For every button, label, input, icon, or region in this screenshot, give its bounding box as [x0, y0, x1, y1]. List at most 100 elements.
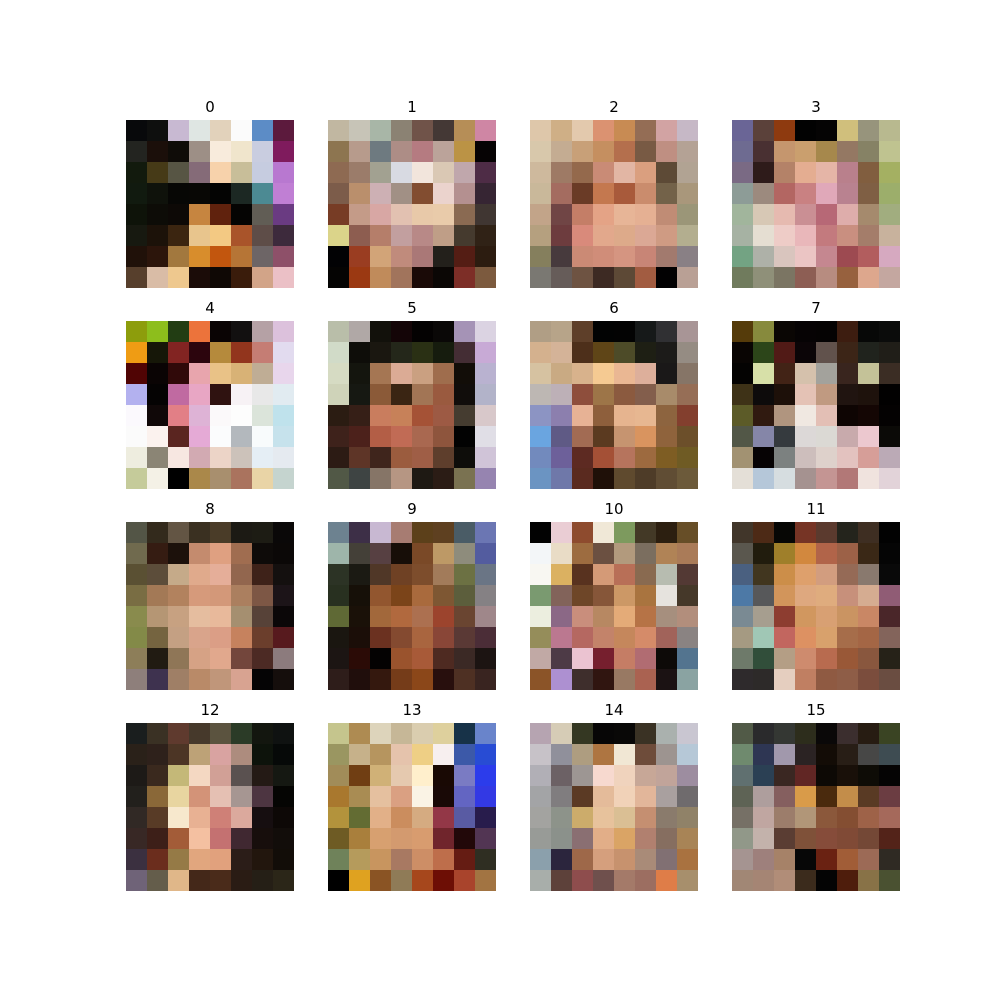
pixel — [530, 204, 551, 225]
pixel — [328, 321, 349, 342]
pixel — [593, 585, 614, 606]
pixel — [635, 447, 656, 468]
pixel — [753, 468, 774, 489]
pixel — [732, 648, 753, 669]
pixel — [816, 162, 837, 183]
pixel — [433, 606, 454, 627]
pixel — [475, 246, 496, 267]
pixel — [635, 321, 656, 342]
pixel — [328, 363, 349, 384]
pixel — [551, 321, 572, 342]
pixel — [391, 363, 412, 384]
pixel — [677, 849, 698, 870]
pixel — [816, 723, 837, 744]
pixel — [273, 363, 294, 384]
pixel — [273, 723, 294, 744]
pixel — [349, 426, 370, 447]
pixel — [231, 363, 252, 384]
pixel — [677, 426, 698, 447]
pixel — [210, 363, 231, 384]
pixel — [753, 384, 774, 405]
pixel — [572, 183, 593, 204]
pixel — [858, 522, 879, 543]
pixel — [126, 648, 147, 669]
pixel — [753, 765, 774, 786]
pixel — [349, 225, 370, 246]
pixel — [454, 606, 475, 627]
pixel — [795, 828, 816, 849]
pixel — [349, 342, 370, 363]
pixel — [572, 723, 593, 744]
pixel — [126, 564, 147, 585]
pixel — [433, 162, 454, 183]
pixel — [774, 363, 795, 384]
pixel — [753, 342, 774, 363]
pixel — [210, 447, 231, 468]
pixel — [349, 669, 370, 690]
pixel — [433, 627, 454, 648]
pixel — [530, 849, 551, 870]
pixel — [816, 765, 837, 786]
pixel — [147, 342, 168, 363]
pixel — [795, 447, 816, 468]
pixel — [126, 543, 147, 564]
pixel — [593, 828, 614, 849]
pixel — [370, 120, 391, 141]
pixel — [433, 267, 454, 288]
pixel — [370, 204, 391, 225]
pixel — [454, 204, 475, 225]
pixel — [572, 321, 593, 342]
pixel — [475, 627, 496, 648]
pixel — [252, 363, 273, 384]
pixel — [189, 627, 210, 648]
pixel — [147, 321, 168, 342]
pixel — [816, 183, 837, 204]
pixel — [593, 204, 614, 225]
pixel — [879, 141, 900, 162]
pixel — [753, 744, 774, 765]
pixel — [273, 120, 294, 141]
pixel — [349, 384, 370, 405]
pixel — [328, 627, 349, 648]
pixel — [252, 246, 273, 267]
pixel — [328, 246, 349, 267]
pixel — [551, 162, 572, 183]
pixel — [349, 744, 370, 765]
pixel — [677, 246, 698, 267]
pixel — [795, 426, 816, 447]
pixel — [753, 141, 774, 162]
pixel — [677, 468, 698, 489]
pixel — [168, 426, 189, 447]
pixel — [147, 384, 168, 405]
pixel — [816, 522, 837, 543]
pixel — [593, 468, 614, 489]
pixel — [635, 564, 656, 585]
pixel — [879, 807, 900, 828]
pixel — [614, 723, 635, 744]
pixel — [530, 405, 551, 426]
pixel — [816, 225, 837, 246]
pixel — [879, 405, 900, 426]
pixel — [273, 342, 294, 363]
pixel — [551, 828, 572, 849]
pixel — [656, 468, 677, 489]
pixel — [753, 669, 774, 690]
pixel — [656, 849, 677, 870]
pixel — [210, 723, 231, 744]
pixel — [593, 120, 614, 141]
pixel — [551, 606, 572, 627]
pixel — [816, 786, 837, 807]
pixel — [454, 870, 475, 891]
pixel — [475, 786, 496, 807]
pixel — [454, 141, 475, 162]
pixel — [753, 849, 774, 870]
pixel — [551, 141, 572, 162]
pixel — [231, 183, 252, 204]
pixel — [433, 447, 454, 468]
pixel — [475, 405, 496, 426]
pixel — [774, 564, 795, 585]
pixel — [370, 585, 391, 606]
pixel — [454, 246, 475, 267]
pixel — [732, 744, 753, 765]
pixel — [126, 384, 147, 405]
